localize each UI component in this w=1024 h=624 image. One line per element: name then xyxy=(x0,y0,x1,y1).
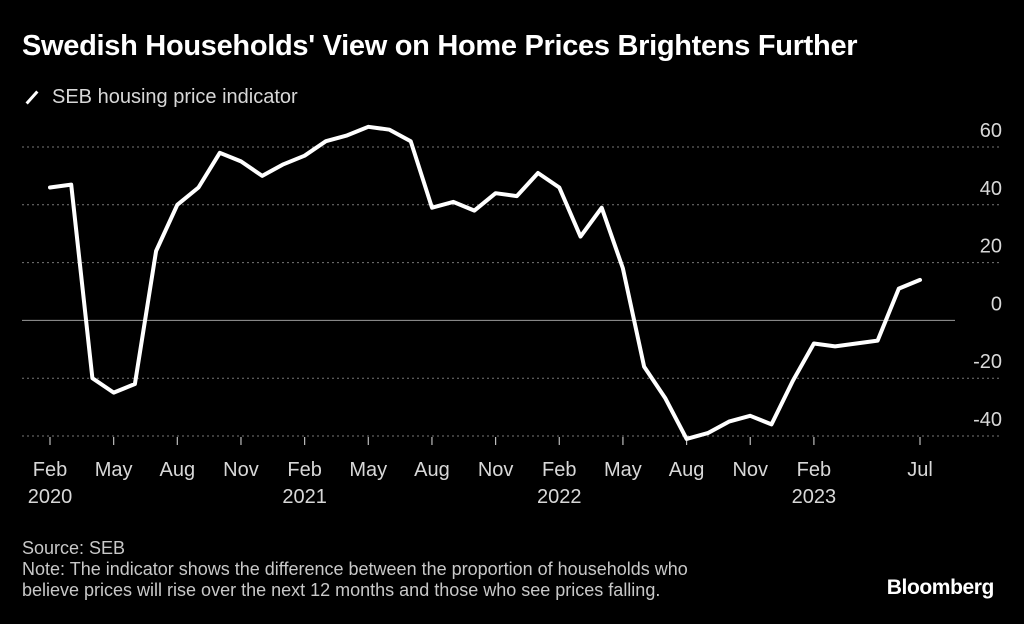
x-tick-label: May xyxy=(349,459,387,481)
source-text: Source: SEB xyxy=(22,538,126,558)
y-axis-labels: 60 40 20 0 -20 -40 xyxy=(973,120,1002,431)
x-tick-label: Aug xyxy=(414,459,450,481)
y-tick-label: 60 xyxy=(980,120,1002,142)
footer: Source: SEB Note: The indicator shows th… xyxy=(22,538,688,601)
x-tick-label: Nov xyxy=(478,459,514,481)
x-axis-labels: Feb 2020 May Aug Nov Feb 2021 May Aug Nov Feb 2022 M… xyxy=(28,459,933,508)
x-tick-label: Jul xyxy=(907,459,933,481)
x-year-label: 2020 xyxy=(28,486,73,508)
legend-label: SEB housing price indicator xyxy=(52,86,298,108)
note-text-line1: Note: The indicator shows the difference… xyxy=(22,559,688,579)
x-tick-label: Nov xyxy=(732,459,768,481)
x-tick-label: Feb xyxy=(542,459,576,481)
series-layer xyxy=(48,124,922,441)
y-tick-label: 20 xyxy=(980,236,1002,258)
grid-lines xyxy=(22,146,1000,437)
x-axis-ticks xyxy=(49,437,921,445)
bloomberg-logo: Bloomberg xyxy=(886,576,995,599)
y-tick-label: 0 xyxy=(991,293,1002,315)
x-tick-label: May xyxy=(604,459,642,481)
x-tick-label: Nov xyxy=(223,459,259,481)
x-tick-label: Feb xyxy=(287,459,321,481)
series-line-seb-housing-price-indicator xyxy=(48,124,922,441)
line-chart: 60 40 20 0 -20 -40 Feb 2020 May Aug Nov Feb 2021 May… xyxy=(22,120,1002,508)
y-tick-label: -40 xyxy=(973,409,1002,431)
x-tick-label: May xyxy=(95,459,133,481)
chart-title: Swedish Households' View on Home Prices … xyxy=(22,30,858,62)
y-tick-label: -20 xyxy=(973,351,1002,373)
x-year-label: 2023 xyxy=(792,486,837,508)
x-year-label: 2021 xyxy=(282,486,327,508)
x-tick-label: Feb xyxy=(797,459,831,481)
x-tick-label: Feb xyxy=(33,459,67,481)
legend: SEB housing price indicator xyxy=(22,86,298,109)
x-tick-label: Aug xyxy=(669,459,705,481)
y-tick-label: 40 xyxy=(980,178,1002,200)
note-text-line2: believe prices will rise over the next 1… xyxy=(22,580,661,600)
x-year-label: 2022 xyxy=(537,486,582,508)
x-tick-label: Aug xyxy=(160,459,196,481)
